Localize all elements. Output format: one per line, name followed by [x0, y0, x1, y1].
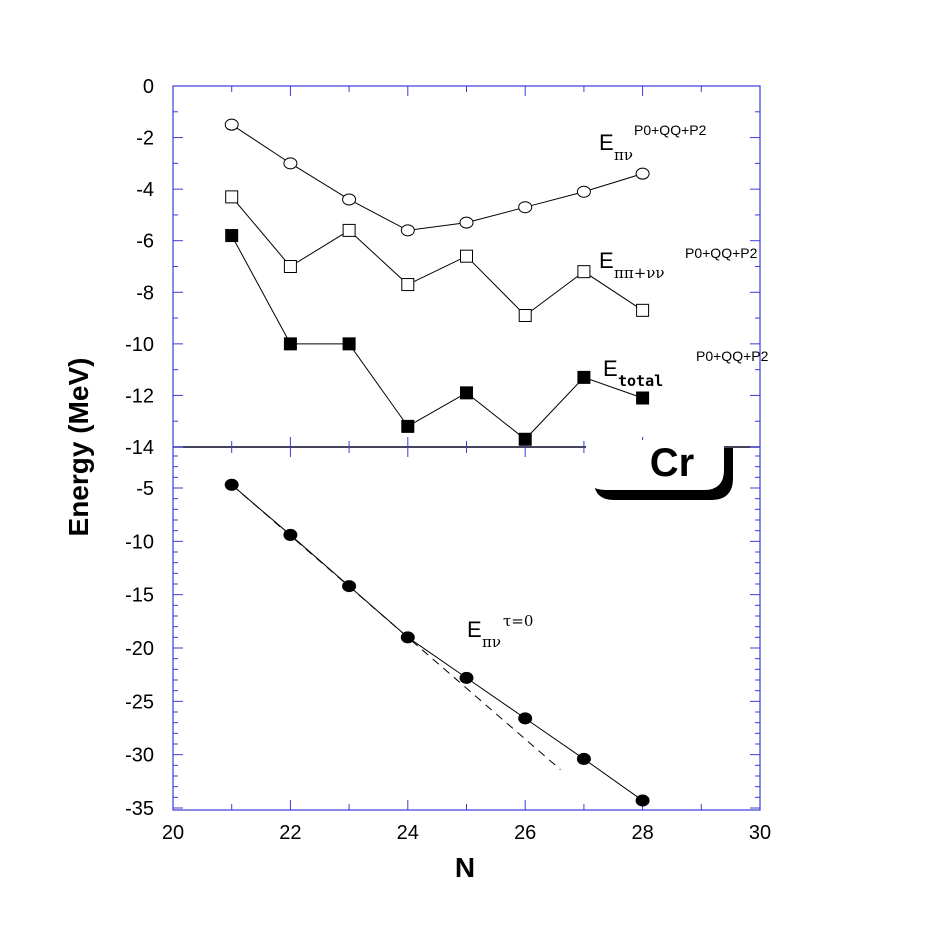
y-tick-label-bottom: -20	[125, 638, 154, 660]
data-point	[518, 712, 533, 725]
data-point	[342, 223, 356, 237]
data-point	[342, 580, 357, 593]
axis-ticks	[172, 85, 761, 810]
y-tick-label-top: -2	[136, 128, 154, 150]
data-point	[576, 752, 591, 765]
data-series	[224, 118, 650, 807]
data-point	[401, 278, 415, 292]
y-tick-label-top: -4	[136, 179, 154, 201]
data-point	[459, 671, 474, 684]
x-tick-label: 28	[631, 822, 653, 844]
data-point	[401, 419, 415, 433]
cr-badge-face	[586, 440, 724, 490]
x-axis-title: N	[455, 852, 475, 883]
y-tick-label-bottom: -35	[125, 798, 154, 820]
y-tick-label-bottom: -10	[125, 531, 154, 553]
cr-badge: Cr	[586, 440, 733, 500]
data-point	[518, 201, 533, 214]
data-point	[224, 478, 239, 491]
cr-badge-label: Cr	[650, 441, 694, 485]
x-tick-label: 24	[397, 822, 419, 844]
data-point	[224, 118, 239, 131]
y-tick-label-bottom: -30	[125, 745, 154, 767]
y-tick-label-top: -12	[125, 385, 154, 407]
series-label-main: E	[467, 617, 482, 642]
series-line-2	[231, 235, 643, 440]
y-tick-label-bottom: -5	[136, 478, 154, 500]
series-label-sub: total	[618, 372, 663, 390]
series-label-sub: ππ+νν	[614, 264, 665, 282]
y-tick-label-top: -14	[125, 437, 154, 459]
data-point	[577, 265, 591, 279]
data-point	[225, 190, 239, 204]
data-point	[283, 260, 297, 273]
data-point	[400, 631, 415, 644]
data-point	[400, 224, 415, 237]
y-tick-label-top: -6	[136, 231, 154, 253]
series-line-3	[231, 484, 643, 801]
data-point	[636, 391, 650, 405]
data-point	[635, 794, 650, 807]
y-tick-label-bottom: -25	[125, 691, 154, 713]
x-tick-label: 26	[514, 822, 536, 844]
data-point	[460, 386, 473, 400]
series-label-main: E	[603, 356, 618, 381]
data-point	[283, 337, 297, 351]
data-point	[576, 185, 591, 198]
series-label-sub: πν	[482, 633, 501, 651]
y-tick-label-top: -8	[136, 282, 154, 304]
series-label-sup: τ=0	[503, 612, 533, 630]
series-label-sup: P0+QQ+P2	[685, 245, 758, 261]
data-point	[636, 303, 650, 317]
data-point	[577, 370, 591, 384]
y-axis-title: Energy (MeV)	[63, 358, 94, 537]
data-point	[460, 249, 473, 263]
series-label-sup: P0+QQ+P2	[634, 122, 707, 138]
data-point	[518, 308, 532, 322]
series-label-sup: P0+QQ+P2	[696, 348, 769, 364]
tick-labels: 20 22 24 26 28 30 0 -2 -4 -6 -8 -10 -12 -14 -5 -10 -15 -2…	[125, 76, 771, 844]
series-label-sub: πν	[614, 146, 633, 164]
x-tick-label: 22	[279, 822, 301, 844]
x-tick-label: 20	[162, 822, 184, 844]
data-point	[459, 216, 474, 229]
data-point	[518, 432, 532, 446]
y-tick-label-bottom: -15	[125, 585, 154, 607]
series-line-1	[231, 196, 643, 317]
series-line-0	[231, 124, 643, 231]
series-label-main: E	[599, 248, 614, 273]
data-point	[635, 167, 650, 180]
data-point	[283, 157, 298, 170]
data-point	[342, 337, 356, 351]
data-point	[225, 229, 239, 243]
y-tick-label-top: 0	[143, 76, 154, 98]
y-tick-label-top: -10	[125, 334, 154, 356]
data-point	[283, 528, 298, 541]
data-point	[342, 193, 357, 206]
x-tick-label: 30	[749, 822, 771, 844]
series-label-main: E	[599, 130, 614, 155]
